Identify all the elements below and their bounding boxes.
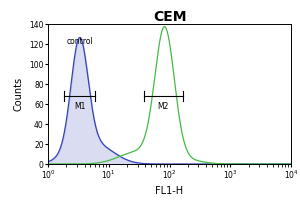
Y-axis label: Counts: Counts: [14, 77, 24, 111]
Title: CEM: CEM: [153, 10, 186, 24]
Text: M1: M1: [74, 102, 85, 111]
Text: M2: M2: [158, 102, 169, 111]
X-axis label: FL1-H: FL1-H: [155, 186, 184, 196]
Text: control: control: [66, 37, 93, 46]
